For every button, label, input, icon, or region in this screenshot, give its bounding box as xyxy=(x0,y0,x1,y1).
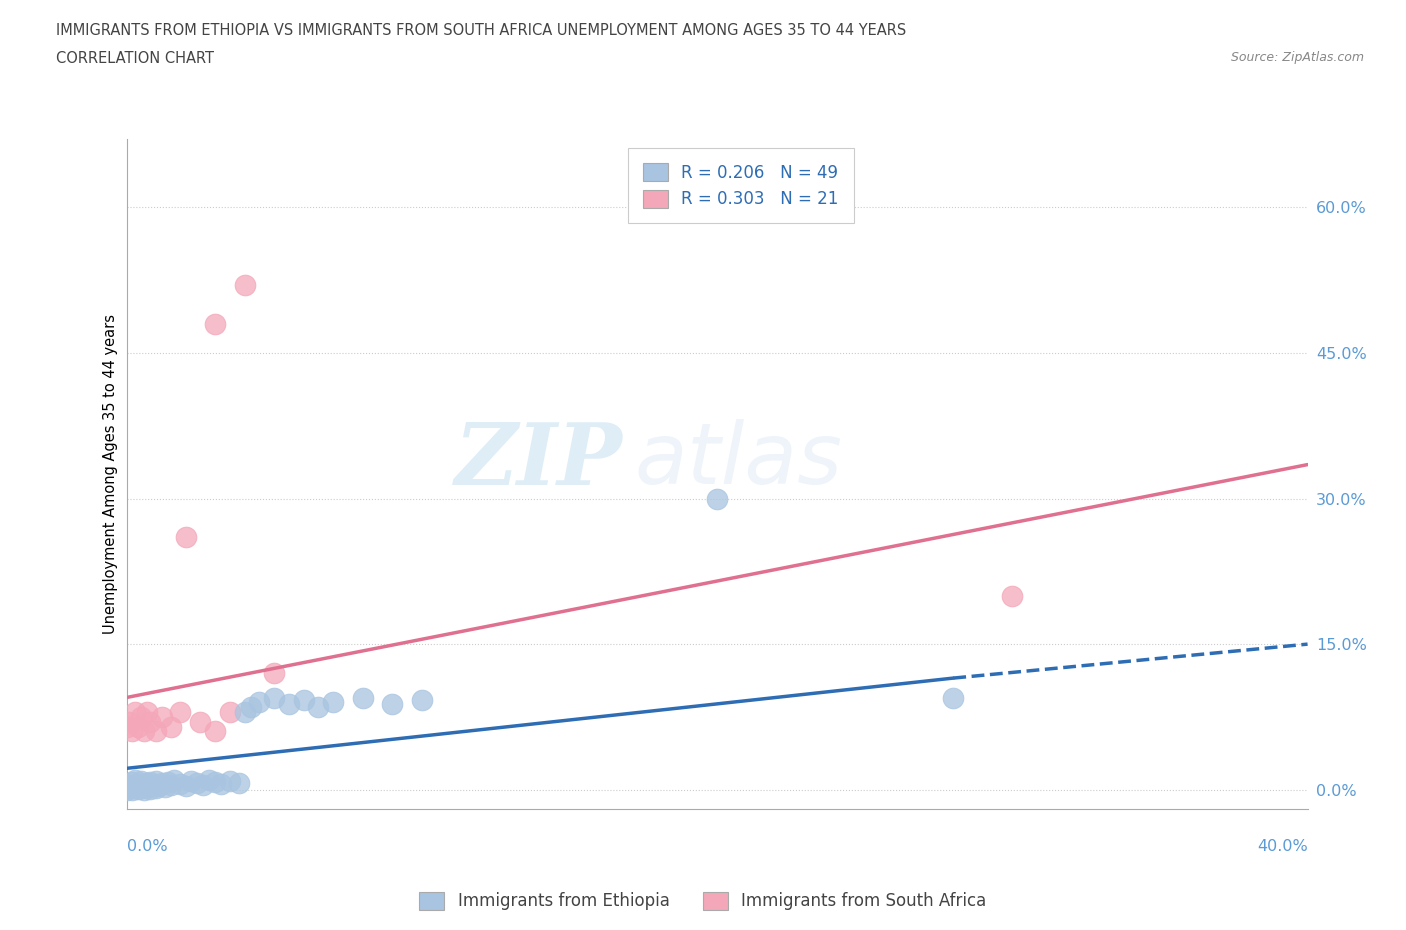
Point xyxy=(263,666,285,681)
Point xyxy=(209,777,232,791)
Point xyxy=(352,690,374,705)
Text: 40.0%: 40.0% xyxy=(1257,839,1308,854)
Text: CORRELATION CHART: CORRELATION CHART xyxy=(56,51,214,66)
Text: atlas: atlas xyxy=(634,419,842,502)
Point xyxy=(247,695,270,710)
Point xyxy=(150,776,173,790)
Point xyxy=(129,710,153,724)
Point xyxy=(121,775,143,790)
Point xyxy=(145,780,167,795)
Point xyxy=(169,777,191,791)
Point xyxy=(156,775,179,790)
Point xyxy=(381,697,404,711)
Point xyxy=(127,781,149,796)
Point xyxy=(118,780,141,795)
Point xyxy=(134,724,156,739)
Legend: Immigrants from Ethiopia, Immigrants from South Africa: Immigrants from Ethiopia, Immigrants fro… xyxy=(413,885,993,917)
Point xyxy=(159,719,183,734)
Point xyxy=(186,776,208,790)
Point xyxy=(127,719,149,734)
Text: ZIP: ZIP xyxy=(454,419,623,502)
Point xyxy=(174,778,197,793)
Point xyxy=(124,705,146,720)
Point xyxy=(150,710,173,724)
Point xyxy=(219,705,242,720)
Point xyxy=(145,724,167,739)
Point xyxy=(159,777,183,792)
Point xyxy=(193,777,215,792)
Point xyxy=(942,690,965,705)
Point xyxy=(136,776,159,790)
Point xyxy=(278,697,301,711)
Point xyxy=(188,714,211,729)
Point xyxy=(124,773,146,788)
Text: 0.0%: 0.0% xyxy=(127,839,167,854)
Point xyxy=(139,775,162,790)
Point xyxy=(136,779,159,794)
Point xyxy=(292,693,315,708)
Point xyxy=(239,699,262,714)
Point xyxy=(124,779,146,794)
Point xyxy=(228,776,250,790)
Point xyxy=(180,774,202,789)
Point xyxy=(174,530,197,545)
Point xyxy=(219,774,242,789)
Point xyxy=(163,773,186,788)
Point xyxy=(204,316,226,331)
Legend: R = 0.206   N = 49, R = 0.303   N = 21: R = 0.206 N = 49, R = 0.303 N = 21 xyxy=(628,148,853,223)
Point xyxy=(139,781,162,796)
Point xyxy=(118,714,141,729)
Point xyxy=(136,705,159,720)
Point xyxy=(142,777,165,792)
Point xyxy=(307,699,329,714)
Point xyxy=(169,705,191,720)
Point xyxy=(1001,588,1024,603)
Point xyxy=(139,714,162,729)
Point xyxy=(129,780,153,795)
Text: Source: ZipAtlas.com: Source: ZipAtlas.com xyxy=(1230,51,1364,64)
Point xyxy=(198,773,221,788)
Point xyxy=(204,724,226,739)
Point xyxy=(115,782,138,797)
Point xyxy=(118,777,141,792)
Point xyxy=(148,778,170,793)
Point xyxy=(134,782,156,797)
Point xyxy=(322,695,344,710)
Point xyxy=(121,724,143,739)
Point xyxy=(204,775,226,790)
Point xyxy=(121,782,143,797)
Point xyxy=(233,278,256,293)
Point xyxy=(263,690,285,705)
Point xyxy=(706,491,728,506)
Point xyxy=(127,777,149,791)
Point xyxy=(145,774,167,789)
Point xyxy=(411,693,433,708)
Text: IMMIGRANTS FROM ETHIOPIA VS IMMIGRANTS FROM SOUTH AFRICA UNEMPLOYMENT AMONG AGES: IMMIGRANTS FROM ETHIOPIA VS IMMIGRANTS F… xyxy=(56,23,907,38)
Point xyxy=(129,774,153,789)
Y-axis label: Unemployment Among Ages 35 to 44 years: Unemployment Among Ages 35 to 44 years xyxy=(103,314,118,634)
Point xyxy=(134,778,156,793)
Point xyxy=(233,705,256,720)
Point xyxy=(153,779,176,794)
Point xyxy=(115,719,138,734)
